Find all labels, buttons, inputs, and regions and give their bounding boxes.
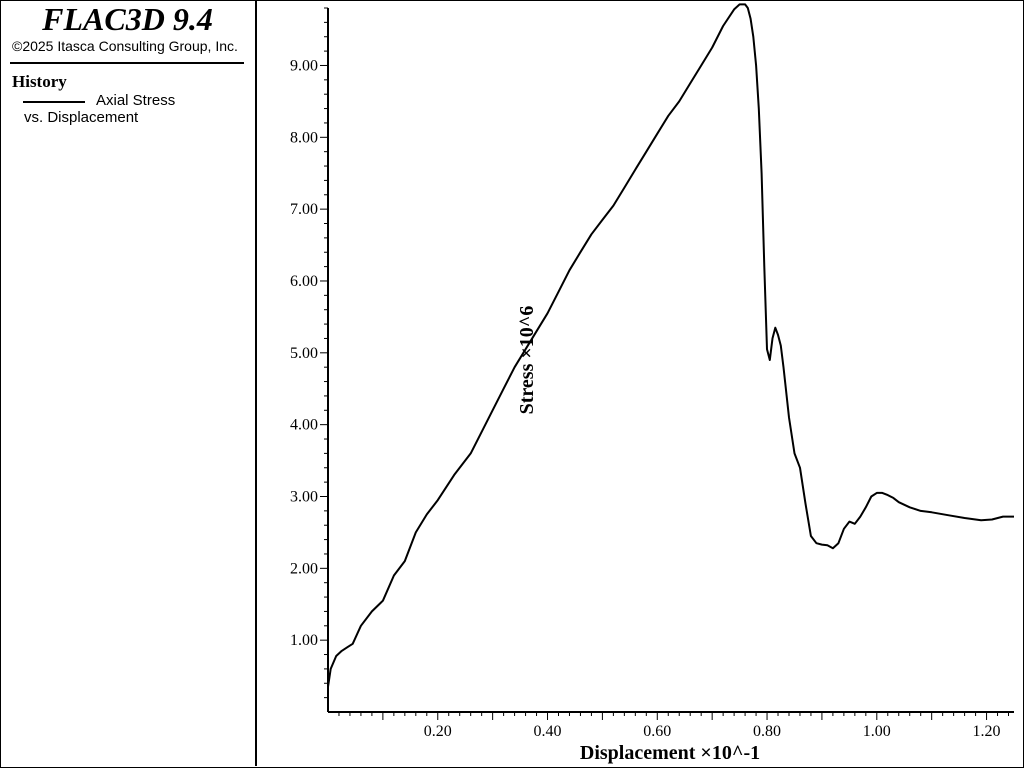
x-tick-label: 0.60: [643, 723, 671, 740]
y-tick-label: 8.00: [290, 129, 318, 146]
y-tick-label: 1.00: [290, 632, 318, 649]
title-divider: [10, 62, 244, 64]
y-tick-label: 9.00: [290, 57, 318, 74]
legend-heading: History: [12, 72, 67, 91]
legend-line-swatch: [23, 101, 85, 103]
app-title: FLAC3D 9.4: [42, 1, 213, 37]
x-tick-label: 1.00: [863, 723, 891, 740]
legend-entry-label-continued: vs. Displacement: [24, 109, 139, 126]
series-line-axial-stress: [327, 3, 1014, 688]
legend-entry-label: Axial Stress: [96, 92, 176, 109]
x-tick-label: 0.20: [424, 723, 452, 740]
y-tick-label: 3.00: [290, 488, 318, 505]
y-tick-label: 7.00: [290, 201, 318, 218]
copyright-text: ©2025 Itasca Consulting Group, Inc.: [12, 38, 238, 54]
x-axis-title: Displacement ×10^-1: [580, 742, 760, 764]
chart-plot-area: 1.00 2.00 3.00 4.00 5.00 6.00 7.00 8.00 9.00 0.2…: [290, 3, 1014, 764]
x-tick-label: 1.20: [973, 723, 1001, 740]
y-tick-label: 4.00: [290, 417, 318, 434]
x-axis-ticks: 0.20 0.40 0.60 0.80 1.00 1.20: [338, 712, 1010, 740]
chart-axes: [327, 8, 1014, 713]
y-axis-title: Stress ×10^6: [516, 306, 538, 415]
x-tick-label: 0.80: [753, 723, 781, 740]
x-tick-label: 0.40: [534, 723, 562, 740]
y-tick-label: 5.00: [290, 345, 318, 362]
y-tick-label: 6.00: [290, 273, 318, 290]
y-tick-label: 2.00: [290, 560, 318, 577]
y-axis-ticks: 1.00 2.00 3.00 4.00 5.00 6.00 7.00 8.00 9.00: [290, 7, 328, 699]
legend-panel: FLAC3D 9.4 ©2025 Itasca Consulting Group…: [0, 0, 257, 766]
chart-series-group: [327, 3, 1014, 688]
